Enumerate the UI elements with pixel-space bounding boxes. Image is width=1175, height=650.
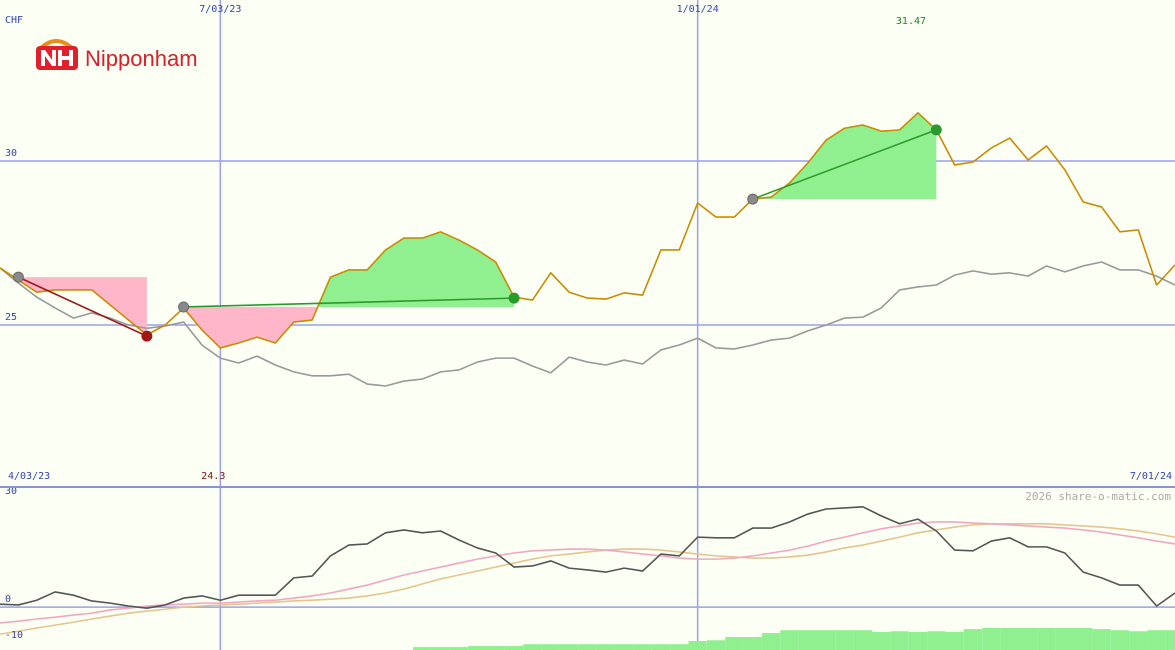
series-line bbox=[0, 261, 1175, 387]
bar bbox=[725, 637, 744, 650]
trade-line bbox=[752, 129, 937, 200]
extreme-label: 31.47 bbox=[896, 16, 926, 27]
watermark: 2026 share-o-matic.com bbox=[1025, 490, 1171, 503]
bar bbox=[872, 631, 891, 650]
marks-layer bbox=[0, 112, 1175, 650]
bar bbox=[504, 646, 524, 650]
logo-text: Nipponham bbox=[85, 46, 198, 71]
trade-exit bbox=[930, 124, 942, 136]
trade-gain-area bbox=[183, 231, 515, 307]
bar bbox=[578, 644, 597, 650]
bar bbox=[468, 646, 487, 650]
bar bbox=[890, 631, 909, 650]
bar bbox=[1092, 629, 1111, 650]
trade-exit bbox=[141, 330, 153, 342]
bar bbox=[1165, 630, 1175, 650]
logo-mark bbox=[36, 46, 78, 70]
bar bbox=[1110, 630, 1130, 650]
series-line bbox=[0, 521, 1175, 624]
trade-exit bbox=[508, 292, 520, 304]
bar bbox=[1129, 631, 1148, 650]
bar bbox=[982, 628, 1001, 650]
logo-letters bbox=[41, 50, 73, 66]
bar bbox=[651, 644, 671, 650]
bar bbox=[927, 631, 946, 650]
extreme-label: 24.3 bbox=[201, 471, 225, 482]
bar bbox=[596, 644, 616, 650]
bar bbox=[780, 630, 799, 650]
x-tick-label: 1/01/24 bbox=[677, 4, 719, 15]
trade-loss-area bbox=[183, 306, 515, 348]
bar bbox=[963, 629, 983, 650]
bar bbox=[835, 630, 854, 650]
x-tick-label: 4/03/23 bbox=[8, 471, 50, 482]
unit-label: CHF bbox=[5, 15, 23, 26]
bar bbox=[670, 644, 689, 650]
bar bbox=[761, 633, 781, 650]
series-line bbox=[0, 522, 1175, 635]
trade-entry bbox=[178, 301, 190, 313]
y-tick-label: 0 bbox=[5, 594, 11, 605]
series-line bbox=[0, 112, 1175, 349]
bar bbox=[1000, 628, 1019, 650]
bar bbox=[816, 630, 836, 650]
bar bbox=[945, 631, 964, 650]
bar bbox=[541, 644, 560, 650]
trade-line bbox=[183, 297, 515, 308]
bar bbox=[1055, 628, 1075, 650]
bar bbox=[798, 630, 817, 650]
labels-layer: 25 30 4/03/23 7/03/23 1/01/24 7/01/24 31.47 24.… bbox=[5, 4, 1172, 641]
trade-loss-area bbox=[18, 277, 147, 335]
bar bbox=[431, 647, 450, 650]
y-tick-label: -10 bbox=[5, 630, 23, 641]
trade-line bbox=[18, 276, 148, 337]
bar bbox=[908, 631, 928, 650]
bar bbox=[1074, 628, 1093, 650]
bar bbox=[743, 637, 762, 650]
bar bbox=[706, 640, 726, 650]
y-tick-label: 30 bbox=[5, 148, 17, 159]
bar bbox=[688, 640, 707, 650]
trade-entry bbox=[12, 271, 24, 283]
bar bbox=[633, 644, 652, 650]
y-tick-label: 30 bbox=[5, 486, 17, 497]
y-tick-label: 25 bbox=[5, 312, 17, 323]
series-line bbox=[0, 506, 1175, 609]
logo: Nipponham bbox=[35, 39, 198, 71]
trade-entry bbox=[747, 193, 759, 205]
bar bbox=[449, 647, 469, 650]
bar bbox=[559, 644, 579, 650]
bar bbox=[413, 647, 432, 650]
bar bbox=[523, 644, 542, 650]
bar bbox=[1037, 628, 1056, 650]
x-tick-label: 7/01/24 bbox=[1130, 471, 1172, 482]
bar bbox=[1018, 628, 1038, 650]
bar bbox=[1147, 630, 1166, 650]
bar bbox=[615, 644, 634, 650]
bar bbox=[486, 646, 505, 650]
bar bbox=[853, 630, 873, 650]
x-tick-label: 7/03/23 bbox=[199, 4, 241, 15]
trade-gain-area bbox=[752, 112, 937, 200]
